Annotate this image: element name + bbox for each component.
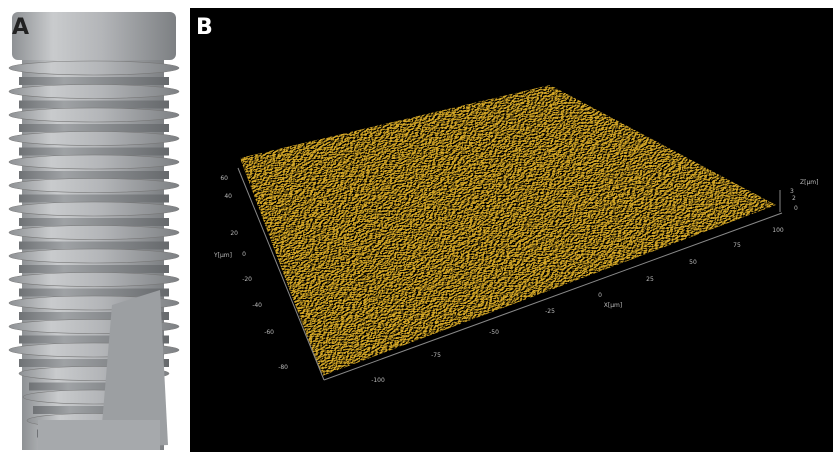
thread-groove <box>19 242 169 250</box>
figure: A B 6040200-20-40-60-80Y[μm]-100-75-50-2… <box>0 0 833 452</box>
y-tick-label: 40 <box>224 193 232 200</box>
z-axis-label: Z[μm] <box>800 179 818 186</box>
x-tick-label: 100 <box>772 227 784 234</box>
thread-groove <box>19 148 169 156</box>
z-tick-label: 0 <box>794 205 798 212</box>
z-tick-label: 2 <box>792 195 796 202</box>
x-tick-label: -75 <box>431 352 441 359</box>
thread-ridge <box>9 85 179 99</box>
thread-groove <box>19 265 169 273</box>
thread-groove <box>19 77 169 85</box>
panel-label: B <box>196 15 213 40</box>
x-tick-label: -100 <box>371 377 385 384</box>
x-tick-label: 50 <box>689 259 697 266</box>
x-axis-label: X[μm] <box>604 302 622 309</box>
y-tick-label: 20 <box>230 230 238 237</box>
y-axis-label: Y[μm] <box>213 252 232 259</box>
y-tick-label: 0 <box>242 251 246 258</box>
thread-ridge <box>9 202 179 216</box>
thread-ridge <box>9 249 179 263</box>
x-tick-label: -25 <box>545 308 555 315</box>
y-tick-label: 60 <box>220 175 228 182</box>
implant-apex <box>38 420 160 450</box>
thread-groove <box>19 195 169 203</box>
x-tick-label: 25 <box>646 276 654 283</box>
thread-ridge <box>9 132 179 146</box>
y-tick-label: -20 <box>242 276 252 283</box>
thread-groove <box>19 218 169 226</box>
y-tick-label: -40 <box>252 302 262 309</box>
y-tick-label: -60 <box>264 329 274 336</box>
thread-ridge <box>9 226 179 240</box>
thread-ridge <box>9 108 179 122</box>
y-tick-label: -80 <box>278 364 288 371</box>
thread-groove <box>19 171 169 179</box>
panel-label: A <box>12 15 29 40</box>
page: {"panels": [ {"label": "A"}, {"label": "… <box>0 0 833 452</box>
x-tick-label: -50 <box>489 329 499 336</box>
thread-groove <box>19 124 169 132</box>
thread-groove <box>19 101 169 109</box>
thread-ridge <box>9 273 179 287</box>
implant-collar <box>12 12 176 60</box>
thread-ridge <box>9 61 179 75</box>
thread-ridge <box>9 155 179 169</box>
x-tick-label: 0 <box>598 292 602 299</box>
thread-ridge <box>9 179 179 193</box>
z-tick-label: 3 <box>790 188 794 195</box>
implant-image <box>9 12 179 450</box>
x-tick-label: 75 <box>733 242 741 249</box>
